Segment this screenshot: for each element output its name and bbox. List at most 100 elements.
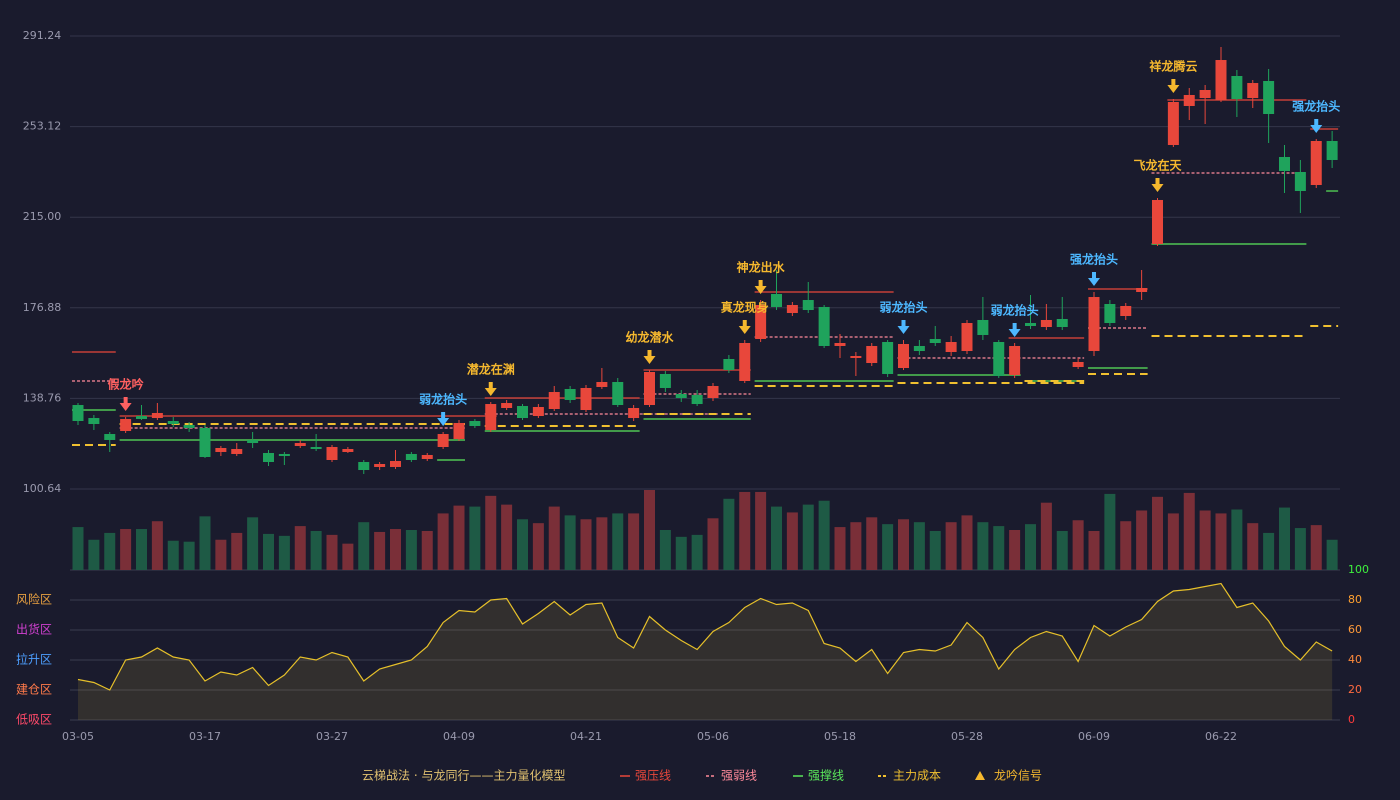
x-tick-label: 06-22 xyxy=(1205,730,1237,743)
candle-body xyxy=(453,422,465,439)
volume-bar xyxy=(628,513,640,570)
x-tick-label: 03-05 xyxy=(62,730,94,743)
volume-bar xyxy=(1025,524,1036,570)
candle-body xyxy=(1120,305,1132,316)
volume-bar xyxy=(120,529,132,570)
y-tick-label: 253.12 xyxy=(23,120,62,133)
signal-arrow xyxy=(1310,119,1323,134)
volume-bar xyxy=(945,522,957,570)
candle-body xyxy=(374,463,386,467)
volume-bar xyxy=(263,533,274,570)
candle-body xyxy=(120,419,132,432)
candle-body xyxy=(72,405,84,422)
volume-bar xyxy=(834,527,846,570)
volume-bar xyxy=(659,530,671,570)
x-tick-label: 05-18 xyxy=(824,730,856,743)
volume-bar xyxy=(596,517,608,570)
volume-bar xyxy=(977,522,989,570)
volume-bar xyxy=(501,504,513,570)
volume-bar xyxy=(278,535,290,570)
signal-label: 假龙吟 xyxy=(108,377,144,392)
candle-body xyxy=(1215,60,1227,101)
volume-bar xyxy=(151,521,163,570)
candle-body xyxy=(1167,102,1179,145)
legend-key xyxy=(975,771,985,780)
candle-body xyxy=(390,461,401,467)
candle-body xyxy=(1294,171,1306,192)
signal-arrow xyxy=(1151,177,1164,192)
volume-bar xyxy=(517,519,528,570)
signal-label: 潜龙在渊 xyxy=(467,361,515,376)
volume-bar xyxy=(723,498,735,570)
volume-bar xyxy=(72,527,84,570)
indicator-area xyxy=(78,583,1333,720)
volume-bar xyxy=(1104,493,1116,570)
candle-body xyxy=(421,454,433,460)
candle-body xyxy=(1104,303,1116,324)
candle-body xyxy=(358,462,370,471)
volume-bar xyxy=(183,541,195,570)
candle-body xyxy=(469,421,481,426)
volume-bar xyxy=(771,506,782,570)
volume-bar xyxy=(1072,520,1084,570)
volume-bar xyxy=(405,530,417,570)
candle-body xyxy=(691,395,703,405)
legend-title: 云梯战法 · 与龙同行——主力量化模型 xyxy=(362,769,565,783)
candle-body xyxy=(517,406,528,419)
candle-body xyxy=(818,306,830,346)
volume-bar xyxy=(1040,502,1052,570)
zone-label: 风险区 xyxy=(16,592,52,607)
zone-label: 出货区 xyxy=(16,622,52,637)
signal-label: 弱龙抬头 xyxy=(991,302,1039,317)
legend-label: 主力成本 xyxy=(893,769,941,783)
volume-bar xyxy=(310,530,322,570)
y2-tick-label: 20 xyxy=(1348,683,1362,696)
candle-body xyxy=(342,449,354,452)
candle-body xyxy=(199,427,211,458)
candle-body xyxy=(294,443,306,447)
signal-label: 弱龙抬头 xyxy=(419,392,467,407)
volume-bar xyxy=(1088,530,1100,570)
candle-body xyxy=(1263,80,1275,115)
signal-label: 强龙抬头 xyxy=(1292,99,1340,114)
legend-label: 强压线 xyxy=(635,769,671,783)
candle-body xyxy=(913,345,925,352)
legend-label: 龙吟信号 xyxy=(994,768,1042,783)
volume-bar xyxy=(802,504,814,570)
volume-bar xyxy=(1167,513,1179,570)
x-tick-label: 05-28 xyxy=(951,730,983,743)
volume-bar xyxy=(1326,539,1338,570)
candle-body xyxy=(1247,83,1259,99)
signal-label: 神龙出水 xyxy=(737,260,786,275)
candle-body xyxy=(1279,156,1290,171)
candle-body xyxy=(231,449,243,454)
candle-body xyxy=(612,382,624,406)
volume-bar xyxy=(1199,510,1211,570)
y-tick-label: 291.24 xyxy=(23,29,62,42)
volume-bar xyxy=(882,524,894,570)
volume-bar xyxy=(548,506,560,570)
candle-body xyxy=(278,453,290,457)
volume-bar xyxy=(1310,525,1322,570)
candle-body xyxy=(104,434,116,440)
x-tick-label: 06-09 xyxy=(1078,730,1110,743)
candle-body xyxy=(850,355,862,358)
candle-body xyxy=(1009,345,1021,375)
x-tick-label: 04-09 xyxy=(443,730,475,743)
candle-body xyxy=(548,392,560,410)
volume-bar xyxy=(88,539,100,570)
candle-body xyxy=(136,416,147,420)
signal-arrow xyxy=(119,397,132,412)
signal-label: 祥龙腾云 xyxy=(1149,59,1197,74)
y-tick-label: 138.76 xyxy=(23,391,62,404)
candle-body xyxy=(945,342,957,353)
volume-bar xyxy=(612,513,624,570)
volume-bar xyxy=(1279,507,1290,570)
signal-label: 真龙现身 xyxy=(721,300,769,315)
volume-bar xyxy=(1152,496,1163,570)
signal-label: 强龙抬头 xyxy=(1070,251,1118,266)
candle-body xyxy=(564,388,576,400)
volume-bar xyxy=(1056,530,1068,570)
y2-tick-label: 60 xyxy=(1348,623,1362,636)
